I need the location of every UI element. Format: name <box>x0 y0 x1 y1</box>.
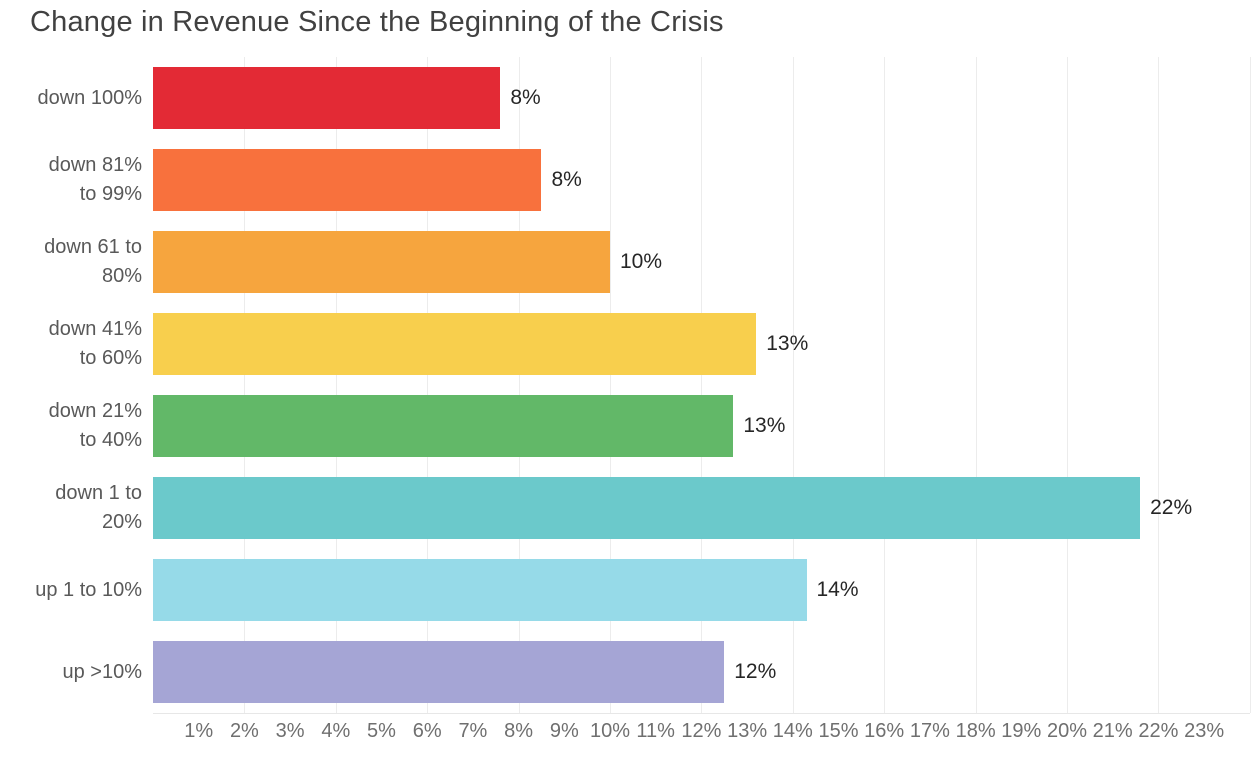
category-label: down 100% <box>37 86 142 109</box>
x-tick-12%: 12% <box>681 720 722 742</box>
x-tick-19%: 19% <box>1001 720 1042 742</box>
category-label: down 21% to 40% <box>48 400 142 451</box>
x-tick-16%: 16% <box>864 720 905 742</box>
x-tick-7%: 7% <box>458 720 488 742</box>
gridline-12pct <box>701 57 703 713</box>
x-tick-4%: 4% <box>321 720 351 742</box>
gridline-10pct <box>610 57 611 713</box>
gridline-6pct <box>427 57 429 713</box>
category-label: up 1 to 10% <box>35 578 142 601</box>
gridline-14pct <box>792 57 794 713</box>
value-label: 8% <box>551 168 582 191</box>
value-label: 13% <box>743 414 786 437</box>
x-tick-21%: 21% <box>1092 720 1133 742</box>
chart-title: Change in Revenue Since the Beginning of… <box>30 6 724 38</box>
x-tick-15%: 15% <box>818 720 859 742</box>
gridline-8pct <box>518 57 520 713</box>
x-axis-line <box>153 713 1250 714</box>
x-tick-10%: 10% <box>589 720 631 742</box>
x-tick-5%: 5% <box>367 720 396 742</box>
value-label: 13% <box>766 332 809 355</box>
bar-down-1-to-20 <box>153 477 1141 539</box>
gridline-4pct <box>335 57 337 713</box>
bar-up-10 <box>153 641 725 703</box>
category-label: up >10% <box>62 660 142 683</box>
x-tick-23%: 23% <box>1184 720 1225 742</box>
x-tick-1%: 1% <box>184 720 214 742</box>
x-tick-17%: 17% <box>909 720 950 742</box>
x-tick-2%: 2% <box>229 720 259 742</box>
x-tick-20%: 20% <box>1046 720 1088 742</box>
x-tick-13%: 13% <box>727 720 768 742</box>
x-tick-3%: 3% <box>275 720 305 742</box>
bar-down-61-to-80 <box>153 231 610 293</box>
x-tick-22%: 22% <box>1138 720 1179 742</box>
value-label: 22% <box>1150 496 1193 519</box>
bar-down-21-to-40 <box>153 395 734 457</box>
gridline-20pct <box>1067 57 1068 713</box>
value-label: 14% <box>816 578 859 601</box>
value-label: 10% <box>620 250 663 273</box>
x-tick-9%: 9% <box>549 720 579 742</box>
gridline-22pct <box>1158 57 1160 713</box>
gridline-24pct <box>1249 57 1251 713</box>
category-label: down 61 to 80% <box>44 236 142 287</box>
category-label: down 41% to 60% <box>48 318 142 369</box>
x-tick-6%: 6% <box>412 720 442 742</box>
value-label: 12% <box>734 660 777 683</box>
x-tick-8%: 8% <box>504 720 534 742</box>
bar-down-41-to-60 <box>153 313 757 375</box>
category-label: down 81% to 99% <box>48 154 142 205</box>
value-label: 8% <box>510 86 541 109</box>
x-tick-18%: 18% <box>955 720 996 742</box>
x-tick-11%: 11% <box>636 720 675 742</box>
bar-down-100 <box>153 67 501 129</box>
gridline-2pct <box>244 57 246 713</box>
x-tick-14%: 14% <box>772 720 813 742</box>
bar-up-1-to-10 <box>153 559 807 621</box>
bar-down-81-to-99 <box>153 149 542 211</box>
gridline-16pct <box>884 57 886 713</box>
category-label: down 1 to 20% <box>55 482 142 533</box>
gridline-18pct <box>975 57 977 713</box>
